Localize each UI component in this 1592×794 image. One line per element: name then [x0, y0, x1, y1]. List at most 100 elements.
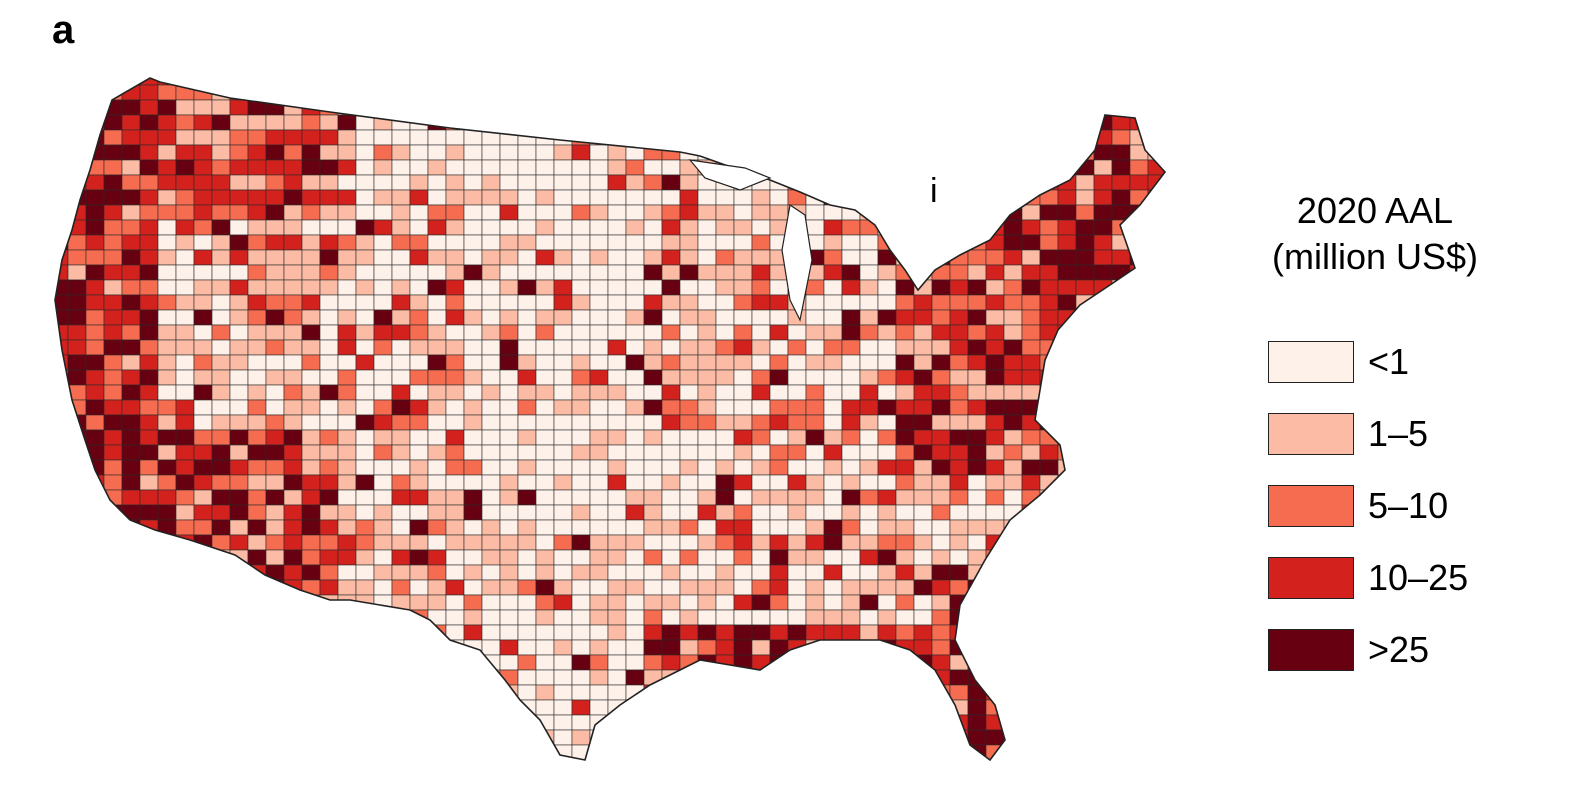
county-cell	[175, 414, 195, 431]
county-cell	[1129, 519, 1149, 536]
county-cell	[139, 189, 159, 206]
county-cell	[391, 204, 411, 221]
county-cell	[643, 414, 663, 431]
county-cell	[931, 309, 951, 326]
county-cell	[1093, 369, 1113, 386]
county-cell	[121, 174, 141, 191]
county-cell	[715, 474, 735, 491]
county-cell	[175, 684, 195, 701]
county-cell	[895, 99, 915, 116]
county-cell	[211, 504, 231, 521]
county-cell	[1075, 684, 1095, 701]
county-cell	[1003, 159, 1023, 176]
county-cell	[625, 414, 645, 431]
county-cell	[1057, 504, 1077, 521]
county-cell	[1039, 624, 1059, 641]
county-cell	[319, 219, 339, 236]
county-cell	[949, 654, 969, 671]
county-cell	[589, 654, 609, 671]
county-cell	[157, 369, 177, 386]
county-cell	[121, 549, 141, 566]
county-cell	[409, 309, 429, 326]
county-cell	[355, 189, 375, 206]
county-cell	[301, 744, 321, 760]
county-cell	[535, 78, 555, 86]
county-cell	[103, 84, 123, 101]
county-cell	[787, 189, 807, 206]
county-cell	[1093, 234, 1113, 251]
county-cell	[247, 78, 267, 86]
county-cell	[283, 354, 303, 371]
county-cell	[985, 564, 1005, 581]
county-cell	[1129, 78, 1149, 86]
county-cell	[355, 549, 375, 566]
county-cell	[139, 84, 159, 101]
county-cell	[499, 489, 519, 506]
county-cell	[571, 399, 591, 416]
county-cell	[1021, 114, 1041, 131]
county-cell	[517, 294, 537, 311]
county-cell	[391, 474, 411, 491]
county-cell	[751, 759, 771, 760]
county-cell	[1111, 714, 1131, 731]
county-cell	[967, 174, 987, 191]
county-cell	[949, 219, 969, 236]
county-cell	[283, 249, 303, 266]
county-cell	[463, 609, 483, 626]
county-cell	[175, 129, 195, 146]
county-cell	[913, 219, 933, 236]
legend-items: <1 1–5 5–10 10–25 >25	[1268, 326, 1550, 686]
county-cell	[391, 729, 411, 746]
county-cell	[553, 714, 573, 731]
county-cell	[121, 684, 141, 701]
county-cell	[625, 549, 645, 566]
county-cell	[301, 294, 321, 311]
county-cell	[55, 609, 69, 626]
county-cell	[787, 759, 807, 760]
county-cell	[859, 384, 879, 401]
county-cell	[481, 429, 501, 446]
county-cell	[715, 519, 735, 536]
county-cell	[482, 775, 500, 790]
county-cell	[247, 324, 267, 341]
county-cell	[589, 549, 609, 566]
county-cell	[1093, 444, 1113, 461]
county-cell	[319, 129, 339, 146]
county-cell	[985, 399, 1005, 416]
county-cell	[373, 504, 393, 521]
county-cell	[661, 399, 681, 416]
county-cell	[67, 729, 87, 746]
county-cell	[1129, 354, 1149, 371]
county-cell	[517, 534, 537, 551]
county-cell	[1057, 84, 1077, 101]
county-cell	[625, 429, 645, 446]
county-cell	[373, 144, 393, 161]
county-cell	[841, 564, 861, 581]
county-cell	[463, 504, 483, 521]
county-cell	[985, 234, 1005, 251]
county-cell	[517, 399, 537, 416]
county-cell	[1111, 474, 1131, 491]
county-cell	[697, 219, 717, 236]
county-cell	[571, 429, 591, 446]
county-cell	[643, 189, 663, 206]
county-cell	[85, 354, 105, 371]
county-cell	[1021, 264, 1041, 281]
county-cell	[445, 384, 465, 401]
county-cell	[949, 444, 969, 461]
county-cell	[481, 99, 501, 116]
county-cell	[967, 579, 987, 596]
county-cell	[787, 504, 807, 521]
county-cell	[787, 609, 807, 626]
county-cell	[464, 775, 482, 790]
county-cell	[211, 729, 231, 746]
county-cell	[895, 219, 915, 236]
county-cell	[1111, 549, 1131, 566]
county-cell	[715, 744, 735, 760]
county-cell	[337, 489, 357, 506]
county-cell	[625, 159, 645, 176]
county-cell	[589, 639, 609, 656]
county-cell	[859, 759, 879, 760]
county-cell	[661, 159, 681, 176]
county-cell	[823, 99, 843, 116]
